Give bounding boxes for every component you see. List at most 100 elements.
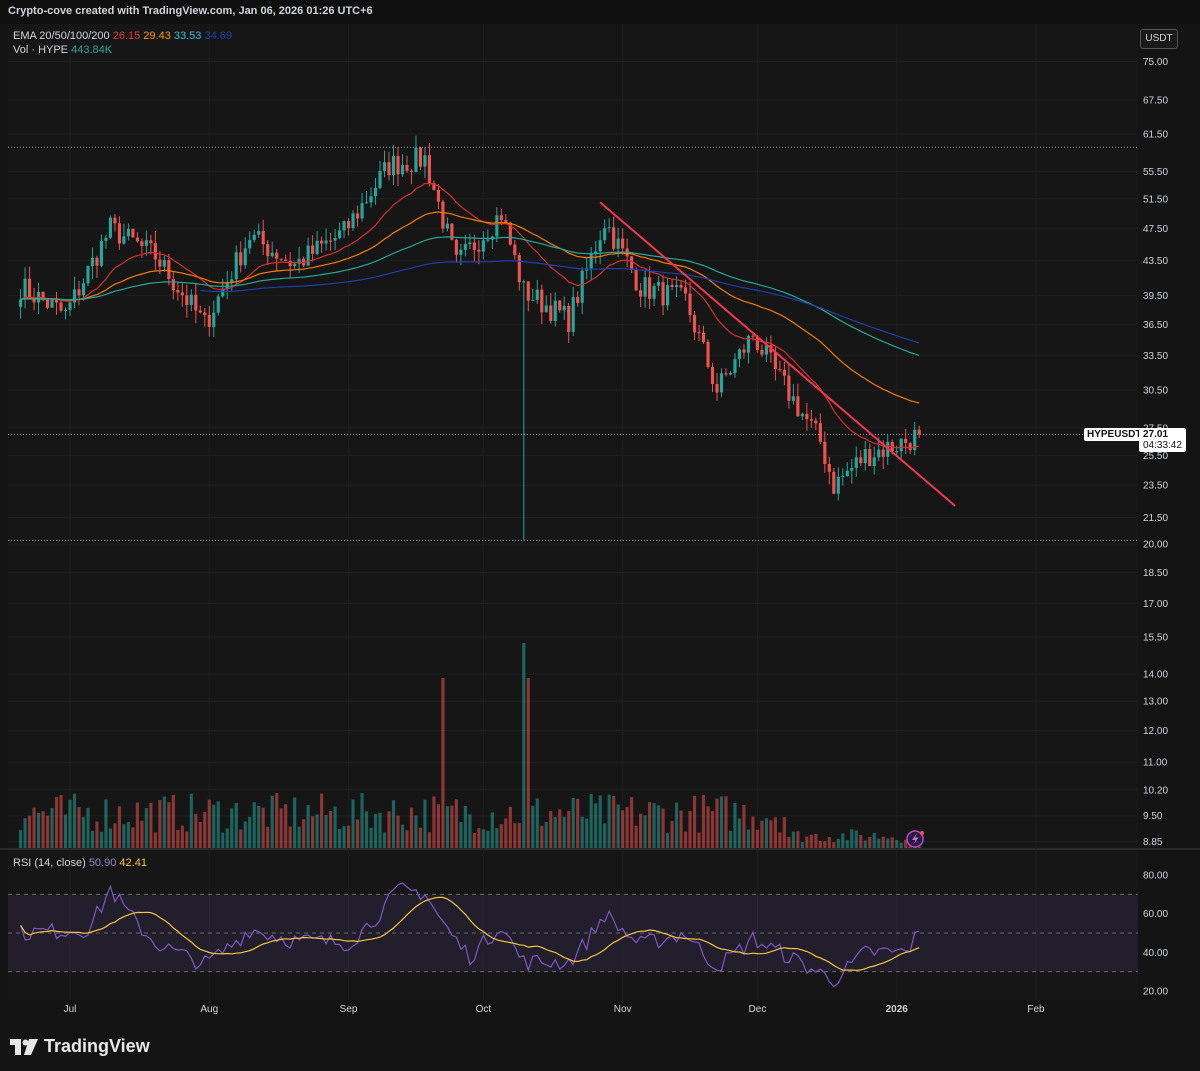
candle[interactable]: [540, 289, 544, 313]
volume-bar[interactable]: [733, 802, 737, 848]
volume-bar[interactable]: [391, 800, 396, 848]
candle[interactable]: [630, 256, 634, 271]
candle[interactable]: [477, 249, 481, 252]
candle[interactable]: [854, 457, 858, 468]
candle[interactable]: [427, 155, 432, 183]
volume-bar[interactable]: [468, 814, 472, 848]
volume-bar[interactable]: [832, 842, 836, 848]
candle[interactable]: [409, 170, 414, 172]
volume-bar[interactable]: [904, 839, 908, 848]
candle[interactable]: [135, 237, 139, 242]
volume-bar[interactable]: [648, 802, 652, 848]
volume-bar[interactable]: [719, 796, 724, 848]
candle[interactable]: [266, 244, 270, 257]
candle[interactable]: [86, 266, 90, 284]
candle[interactable]: [257, 231, 261, 235]
volume-bar[interactable]: [549, 811, 553, 848]
candle[interactable]: [764, 345, 768, 355]
candle[interactable]: [508, 222, 512, 245]
candle[interactable]: [284, 259, 288, 261]
volume-bar[interactable]: [886, 838, 890, 848]
candle[interactable]: [270, 252, 274, 257]
candle[interactable]: [19, 299, 23, 307]
candle[interactable]: [279, 258, 283, 260]
volume-bar[interactable]: [185, 831, 189, 848]
candle[interactable]: [180, 292, 184, 296]
candle[interactable]: [252, 234, 256, 241]
candle[interactable]: [68, 302, 72, 310]
candle[interactable]: [562, 305, 566, 311]
candle[interactable]: [185, 295, 189, 305]
volume-bar[interactable]: [203, 812, 207, 848]
candle[interactable]: [463, 244, 467, 250]
volume-bar[interactable]: [827, 837, 831, 848]
volume-bar[interactable]: [72, 793, 77, 848]
rsi-pane[interactable]: [8, 850, 1138, 1000]
volume-bar[interactable]: [338, 828, 342, 848]
volume-bar[interactable]: [99, 831, 104, 848]
candle[interactable]: [221, 288, 225, 297]
candle[interactable]: [162, 260, 166, 267]
volume-bar[interactable]: [881, 836, 885, 848]
volume-bar[interactable]: [612, 796, 616, 848]
volume-bar[interactable]: [805, 836, 809, 848]
candle[interactable]: [472, 242, 476, 250]
candle[interactable]: [396, 156, 400, 175]
volume-bar[interactable]: [845, 840, 849, 848]
volume-bar[interactable]: [616, 804, 620, 848]
volume-bar[interactable]: [140, 820, 144, 848]
candle[interactable]: [701, 332, 706, 342]
candle[interactable]: [899, 438, 903, 452]
volume-bar[interactable]: [769, 820, 773, 848]
volume-bar[interactable]: [342, 826, 346, 848]
candle[interactable]: [207, 314, 211, 328]
candle[interactable]: [144, 240, 148, 246]
volume-bar[interactable]: [571, 797, 575, 848]
candle[interactable]: [832, 471, 836, 494]
candle[interactable]: [149, 240, 153, 244]
candle[interactable]: [571, 297, 575, 332]
candle[interactable]: [522, 281, 526, 283]
candle[interactable]: [77, 289, 81, 296]
volume-bar[interactable]: [54, 797, 59, 848]
candle[interactable]: [306, 245, 310, 266]
volume-bar[interactable]: [436, 804, 441, 848]
candle[interactable]: [122, 236, 126, 244]
legend-volume[interactable]: Vol · HYPE 443.84K: [13, 44, 112, 56]
candle[interactable]: [104, 237, 108, 241]
candle[interactable]: [50, 299, 54, 308]
volume-bar[interactable]: [625, 807, 629, 848]
candle[interactable]: [203, 312, 207, 315]
volume-bar[interactable]: [701, 794, 706, 848]
candle[interactable]: [688, 293, 692, 316]
legend-ema[interactable]: EMA 20/50/100/200 26.15 29.43 33.53 34.6…: [13, 30, 232, 42]
candle[interactable]: [131, 228, 135, 238]
volume-bar[interactable]: [706, 806, 710, 848]
candle[interactable]: [746, 335, 751, 353]
volume-bar[interactable]: [306, 805, 310, 848]
candle[interactable]: [441, 201, 445, 229]
candle[interactable]: [692, 315, 697, 333]
volume-bar[interactable]: [423, 799, 427, 848]
volume-bar[interactable]: [796, 831, 800, 848]
candle[interactable]: [603, 228, 607, 241]
candle[interactable]: [400, 164, 405, 175]
volume-bar[interactable]: [450, 805, 454, 848]
volume-bar[interactable]: [158, 799, 162, 848]
candle[interactable]: [665, 285, 670, 306]
candle[interactable]: [230, 279, 234, 283]
volume-bar[interactable]: [279, 808, 283, 848]
volume-bar[interactable]: [657, 805, 661, 848]
candle[interactable]: [751, 335, 755, 337]
candle[interactable]: [468, 242, 472, 245]
candle[interactable]: [351, 213, 355, 229]
volume-bar[interactable]: [454, 799, 458, 848]
candle[interactable]: [243, 248, 247, 266]
volume-bar[interactable]: [728, 830, 733, 848]
volume-bar[interactable]: [553, 816, 557, 848]
volume-bar[interactable]: [297, 826, 301, 848]
volume-bar[interactable]: [68, 799, 72, 848]
volume-bar[interactable]: [311, 816, 315, 848]
candle[interactable]: [719, 373, 724, 393]
volume-bar[interactable]: [36, 812, 41, 848]
